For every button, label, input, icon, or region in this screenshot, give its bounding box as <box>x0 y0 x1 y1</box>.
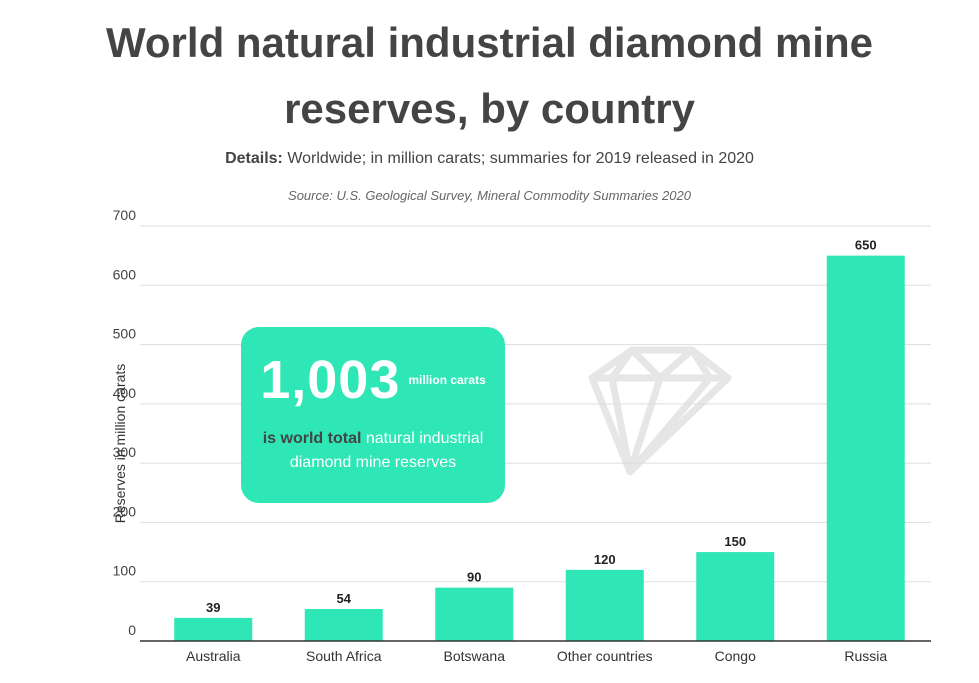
chart-title-line-2: reserves, by country <box>284 85 695 132</box>
bar-value-label: 150 <box>724 534 746 549</box>
x-tick-label: Botswana <box>444 648 506 664</box>
bar <box>304 608 383 641</box>
bar-value-label: 54 <box>337 591 352 606</box>
bar <box>696 552 775 641</box>
details-text: Worldwide; in million carats; summaries … <box>287 150 754 167</box>
y-tick-label: 400 <box>113 385 137 401</box>
x-tick-label: Russia <box>844 648 887 664</box>
x-tick-label: Other countries <box>557 648 653 664</box>
callout-unit: million carats <box>408 373 486 387</box>
bar <box>174 617 253 641</box>
diamond-icon <box>588 346 732 476</box>
bar-value-labels: 39 54 90 120 150 650 <box>206 238 877 615</box>
total-callout: 1,003 million carats is world total natur… <box>241 327 505 503</box>
bar-series <box>174 255 905 641</box>
bar <box>565 569 644 641</box>
bar-value-label: 39 <box>206 600 220 615</box>
x-tick-label: Australia <box>186 648 241 664</box>
bar-value-label: 90 <box>467 570 481 585</box>
x-tick-label: Congo <box>715 648 756 664</box>
bar-value-label: 650 <box>855 238 877 253</box>
bar <box>435 587 514 641</box>
y-tick-label: 100 <box>113 563 137 579</box>
details-label: Details: <box>225 150 283 167</box>
callout-text-dark: is world total <box>262 430 362 447</box>
chart-source: Source: U.S. Geological Survey, Mineral … <box>288 188 691 203</box>
callout-text-light-1: natural industrial <box>365 430 484 447</box>
y-tick-label: 500 <box>113 326 137 342</box>
chart-title-line-1: World natural industrial diamond mine <box>106 19 873 66</box>
y-tick-label: 300 <box>113 444 137 460</box>
y-axis-label: Reserves in million carats <box>112 364 128 524</box>
bar-value-label: 120 <box>594 552 616 567</box>
callout-text-light-2: diamond mine reserves <box>289 454 457 471</box>
x-axis-ticks: Australia South Africa Botswana Other count… <box>186 648 887 664</box>
y-tick-label: 600 <box>113 266 137 282</box>
chart-details: Details: Worldwide; in million carats; s… <box>0 150 979 168</box>
bar <box>826 255 905 641</box>
y-axis-ticks: 0 100 200 300 400 500 600 700 <box>113 207 137 638</box>
y-tick-label: 0 <box>128 622 136 638</box>
x-tick-label: South Africa <box>306 648 382 664</box>
y-tick-label: 700 <box>113 207 137 223</box>
callout-value: 1,003 <box>260 350 401 410</box>
y-tick-label: 200 <box>113 503 137 519</box>
